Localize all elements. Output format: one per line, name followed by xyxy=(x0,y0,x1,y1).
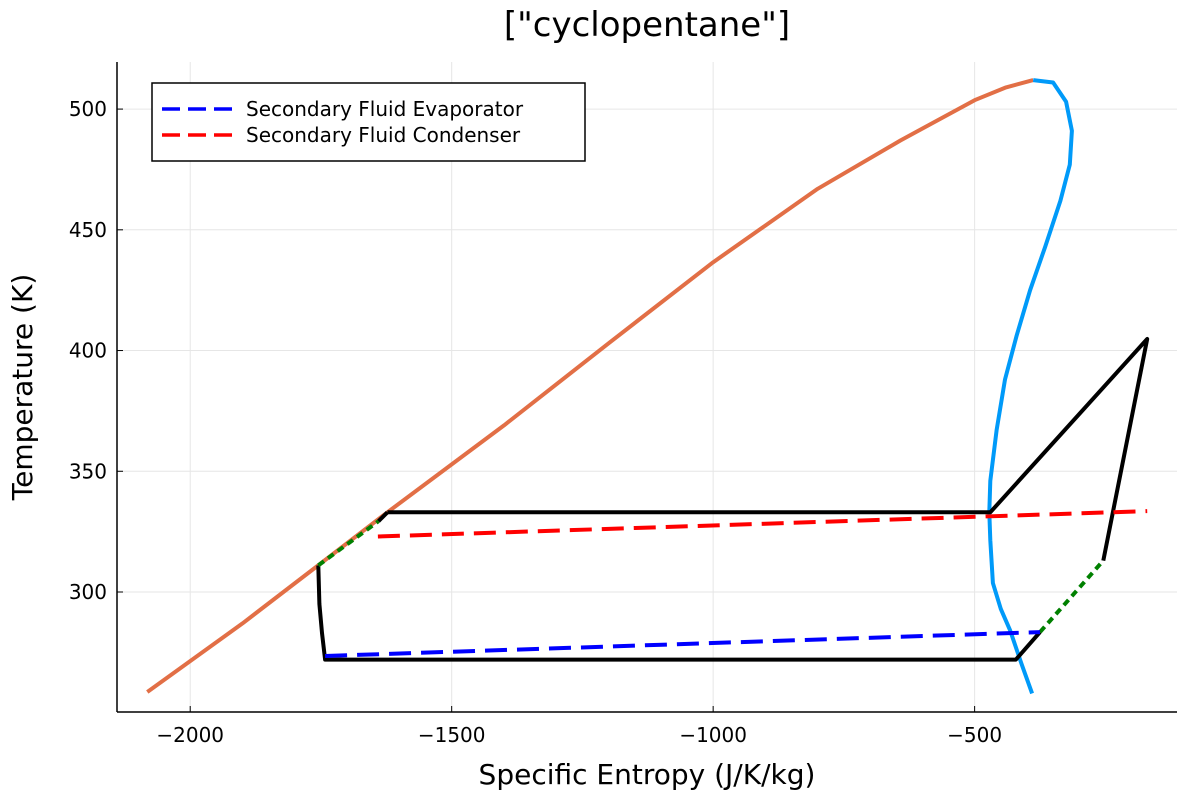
legend: Secondary Fluid Evaporator Secondary Flu… xyxy=(151,82,586,162)
x-tick-label: −1500 xyxy=(418,723,486,747)
y-tick-label: 400 xyxy=(69,339,107,363)
series-line-4 xyxy=(387,337,1150,561)
series-line-6 xyxy=(316,565,1042,662)
y-tick-label: 500 xyxy=(69,97,107,121)
axes xyxy=(116,62,1177,713)
y-tick-label: 350 xyxy=(69,459,107,483)
chart-title: ["cyclopentane"] xyxy=(504,5,790,45)
series-line-3 xyxy=(987,78,1074,695)
y-tick-label: 300 xyxy=(69,580,107,604)
series-group xyxy=(146,78,1150,695)
series-secondary-fluid-condenser xyxy=(377,509,1148,539)
ticks: −2000 −1500 −1000 −500 300 350 400 450 500 xyxy=(69,97,1002,747)
x-tick-label: −2000 xyxy=(156,723,224,747)
x-tick-label: −1000 xyxy=(679,723,747,747)
y-tick-label: 450 xyxy=(69,218,107,242)
legend-label-condenser: Secondary Fluid Condenser xyxy=(246,123,521,147)
series-line-5 xyxy=(377,510,389,523)
legend-label-evaporator: Secondary Fluid Evaporator xyxy=(246,97,524,121)
x-tick-label: −500 xyxy=(947,723,1002,747)
y-axis-label: Temperature (K) xyxy=(6,274,39,501)
series-secondary-fluid-evaporator xyxy=(325,630,1041,658)
x-axis-label: Specific Entropy (J/K/kg) xyxy=(479,758,816,791)
grid xyxy=(117,62,1177,712)
series-line-7 xyxy=(317,519,380,568)
series-line-8 xyxy=(1038,559,1105,634)
series-line-2 xyxy=(146,78,1034,694)
legend-box xyxy=(151,82,586,162)
